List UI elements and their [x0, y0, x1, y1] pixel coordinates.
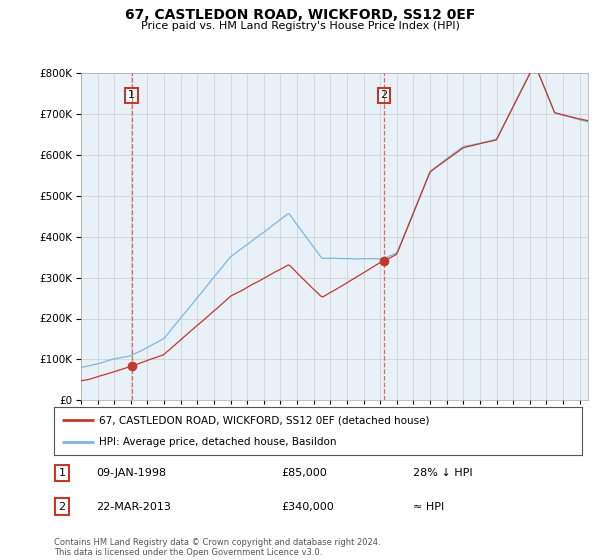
Text: 1: 1	[58, 468, 65, 478]
Text: £340,000: £340,000	[281, 502, 334, 511]
Text: Contains HM Land Registry data © Crown copyright and database right 2024.
This d: Contains HM Land Registry data © Crown c…	[54, 538, 380, 557]
Text: 09-JAN-1998: 09-JAN-1998	[96, 468, 166, 478]
Text: 22-MAR-2013: 22-MAR-2013	[96, 502, 171, 511]
Text: 67, CASTLEDON ROAD, WICKFORD, SS12 0EF (detached house): 67, CASTLEDON ROAD, WICKFORD, SS12 0EF (…	[99, 416, 430, 426]
Text: Price paid vs. HM Land Registry's House Price Index (HPI): Price paid vs. HM Land Registry's House …	[140, 21, 460, 31]
Text: ≈ HPI: ≈ HPI	[413, 502, 444, 511]
Text: 2: 2	[58, 502, 65, 511]
Text: 2: 2	[380, 90, 388, 100]
Text: £85,000: £85,000	[281, 468, 327, 478]
Text: HPI: Average price, detached house, Basildon: HPI: Average price, detached house, Basi…	[99, 437, 337, 447]
Text: 28% ↓ HPI: 28% ↓ HPI	[413, 468, 473, 478]
Text: 67, CASTLEDON ROAD, WICKFORD, SS12 0EF: 67, CASTLEDON ROAD, WICKFORD, SS12 0EF	[125, 8, 475, 22]
Text: 1: 1	[128, 90, 135, 100]
